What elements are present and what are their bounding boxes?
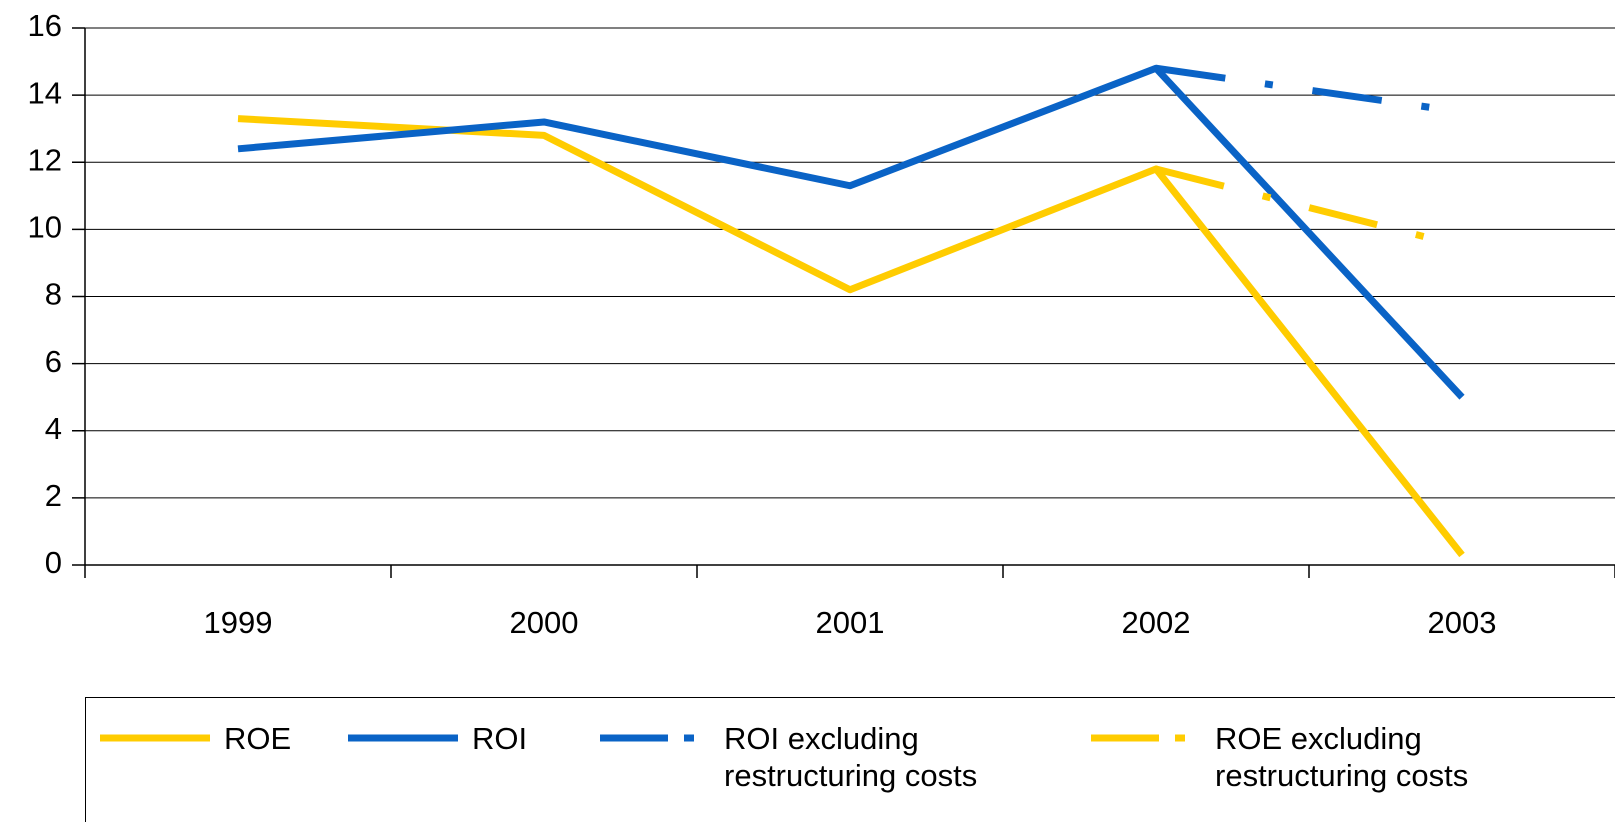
y-tick-label: 4 bbox=[45, 411, 62, 446]
legend-swatch bbox=[348, 734, 458, 742]
legend-label: ROE excluding restructuring costs bbox=[1215, 721, 1469, 793]
chart: 0 2 4 6 8 10 12 14 16 1999 2000 2001 2002 2003 bbox=[28, 8, 1615, 640]
legend-item: ROE excluding restructuring costs bbox=[1091, 720, 1555, 794]
legend-item: ROI excluding restructuring costs bbox=[600, 720, 1064, 794]
x-tick-label: 2001 bbox=[816, 605, 885, 640]
legend-label: ROE bbox=[224, 721, 292, 756]
x-tick-label: 1999 bbox=[204, 605, 273, 640]
y-tick-label: 2 bbox=[45, 478, 62, 513]
legend: ROE ROI ROI excluding restructuring costs R… bbox=[85, 697, 1615, 822]
x-tick-label: 2000 bbox=[510, 605, 579, 640]
legend-swatch bbox=[100, 734, 210, 742]
y-tick-label: 12 bbox=[28, 142, 62, 177]
legend-label: ROI excluding restructuring costs bbox=[724, 721, 978, 793]
x-tick-label: 2003 bbox=[1428, 605, 1497, 640]
line bbox=[237, 64, 1465, 400]
dashed-line bbox=[1155, 64, 1463, 116]
dashed-line bbox=[1155, 165, 1463, 250]
x-tick-label: 2002 bbox=[1122, 605, 1191, 640]
y-tick-label: 6 bbox=[45, 344, 62, 379]
legend-swatch bbox=[600, 734, 710, 742]
legend-item: ROI bbox=[348, 720, 812, 757]
legend-swatch bbox=[1091, 734, 1201, 742]
legend-label: ROI bbox=[472, 721, 528, 756]
y-tick-label: 10 bbox=[28, 210, 62, 245]
y-tick-label: 14 bbox=[28, 75, 62, 110]
y-tick-label: 16 bbox=[28, 8, 62, 43]
legend-item: ROE bbox=[100, 720, 564, 757]
y-tick-label: 8 bbox=[45, 277, 62, 312]
y-tick-label: 0 bbox=[45, 545, 62, 580]
